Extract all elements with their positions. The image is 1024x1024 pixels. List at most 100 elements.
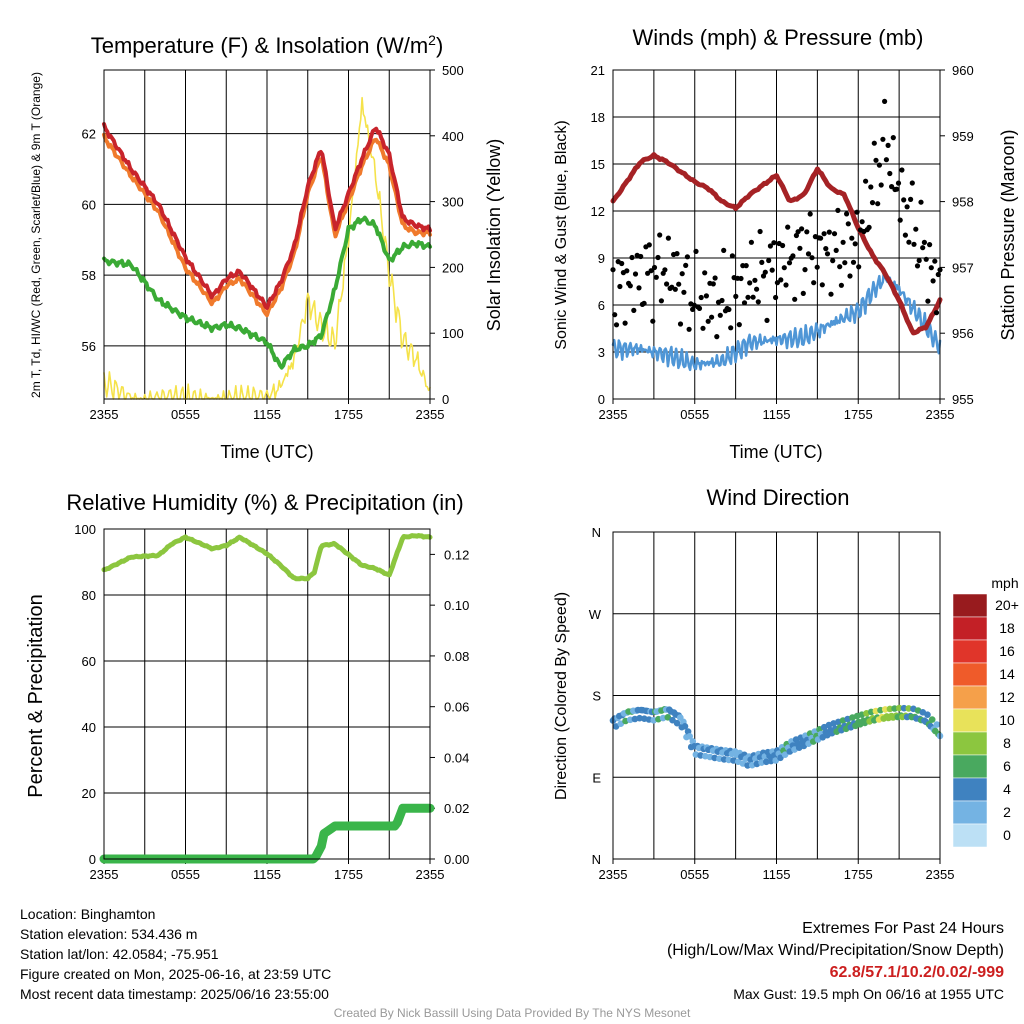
gust-point [882, 98, 888, 104]
direction-point [781, 751, 789, 758]
gust-point [747, 280, 753, 286]
gust-point [923, 256, 929, 262]
gust-point [769, 267, 775, 273]
gust-point [665, 235, 672, 241]
gust-point [902, 232, 909, 238]
gust-point [909, 180, 915, 186]
y-tick-label: N [592, 852, 601, 867]
y2-tick-label: 958 [952, 195, 974, 210]
gust-point [619, 260, 625, 267]
gust-point [921, 239, 928, 245]
gust-point [712, 275, 718, 281]
gust-point [679, 271, 685, 277]
gust-point [928, 265, 934, 271]
pressure-line [610, 152, 943, 336]
gust-point [842, 260, 848, 266]
gust-point [632, 271, 639, 277]
gust-point [676, 281, 682, 287]
y2-axis-label: Solar Insolation (Yellow) [484, 139, 504, 331]
y-tick-label: 60 [82, 197, 96, 212]
gust-point [908, 196, 914, 202]
gust-point [613, 322, 620, 328]
gust-point [932, 258, 938, 264]
y2-tick-label: 0.00 [444, 852, 469, 867]
y2-tick-label: 957 [952, 260, 974, 275]
gust-point [866, 224, 872, 230]
gust-point [925, 298, 931, 304]
gust-point [686, 326, 692, 332]
gust-point [895, 180, 902, 186]
gust-point [899, 167, 905, 173]
gust-point [901, 197, 907, 203]
x-tick-label: 1755 [334, 867, 363, 882]
y2-axis-label: Station Pressure (Maroon) [998, 129, 1018, 340]
y2-tick-label: 959 [952, 129, 974, 144]
gust-point [728, 325, 734, 331]
gust-point [693, 248, 699, 254]
gust-point [875, 201, 881, 207]
gust-point [672, 286, 678, 292]
elevation-text: Station elevation: 534.436 m [20, 926, 198, 942]
gust-point [684, 254, 691, 260]
x-tick-label: 2355 [416, 407, 445, 422]
solar-insolation-line [103, 96, 431, 400]
extremes-info: Extremes For Past 24 Hours (High/Low/Max… [667, 918, 1004, 1004]
legend-swatch [952, 593, 988, 618]
gust-point [871, 140, 877, 146]
gust-point [807, 211, 813, 217]
gust-point [750, 294, 756, 300]
gust-point [631, 307, 637, 313]
plot-border [612, 531, 941, 860]
gust-point [717, 312, 723, 318]
y2-tick-label: 100 [442, 326, 464, 341]
y-axis-label: Direction (Colored By Speed) [553, 592, 570, 800]
y-tick-label: 56 [82, 339, 96, 354]
gust-point [795, 229, 801, 235]
gust-point [799, 226, 805, 232]
gust-point [918, 199, 924, 205]
legend-label: 16 [999, 643, 1015, 659]
legend-label: 14 [999, 666, 1015, 682]
gust-point [930, 278, 936, 284]
gust-point [729, 253, 736, 259]
gust-point [878, 182, 884, 188]
gust-point [916, 257, 922, 264]
gust-point [702, 270, 708, 276]
gust-point [683, 262, 689, 268]
y-tick-label: E [592, 770, 601, 785]
chart-title: Relative Humidity (%) & Precipitation (i… [66, 490, 463, 515]
legend-swatch [952, 800, 988, 825]
legend-label: 10 [999, 712, 1015, 728]
plot-border [612, 69, 941, 400]
x-tick-label: 2355 [926, 407, 955, 422]
gust-point [889, 184, 895, 190]
gust-point [933, 310, 940, 316]
gust-point [863, 178, 869, 184]
legend-swatch [952, 823, 988, 848]
gust-point [824, 251, 831, 257]
gust-point [752, 277, 758, 283]
gust-point [845, 221, 851, 227]
x-tick-label: 2355 [90, 407, 119, 422]
y-axis-label: Sonic Wind & Gust (Blue, Black) [553, 120, 570, 349]
y-tick-label: 58 [82, 268, 96, 283]
gust-point [849, 235, 855, 241]
y-tick-label: 6 [598, 298, 605, 313]
temperature-line [102, 122, 432, 310]
gust-point [869, 200, 876, 206]
gust-point [655, 254, 661, 261]
dewpoint-line [102, 215, 432, 370]
gust-point [821, 231, 827, 237]
gust-point [662, 267, 668, 273]
gust-point [835, 207, 841, 213]
latlon-text: Station lat/lon: 42.0584; -75.951 [20, 946, 219, 962]
gust-point [783, 282, 789, 288]
y-axis-label: 2m T, Td, HI/WC (Red, Green, Scarlet/Blu… [29, 72, 43, 398]
gust-point [690, 306, 696, 312]
gust-point [840, 239, 846, 245]
y2-tick-label: 955 [952, 392, 974, 407]
x-tick-label: 2355 [416, 867, 445, 882]
gust-point [885, 142, 891, 148]
gust-point [927, 242, 933, 248]
y-tick-label: 80 [82, 588, 96, 603]
